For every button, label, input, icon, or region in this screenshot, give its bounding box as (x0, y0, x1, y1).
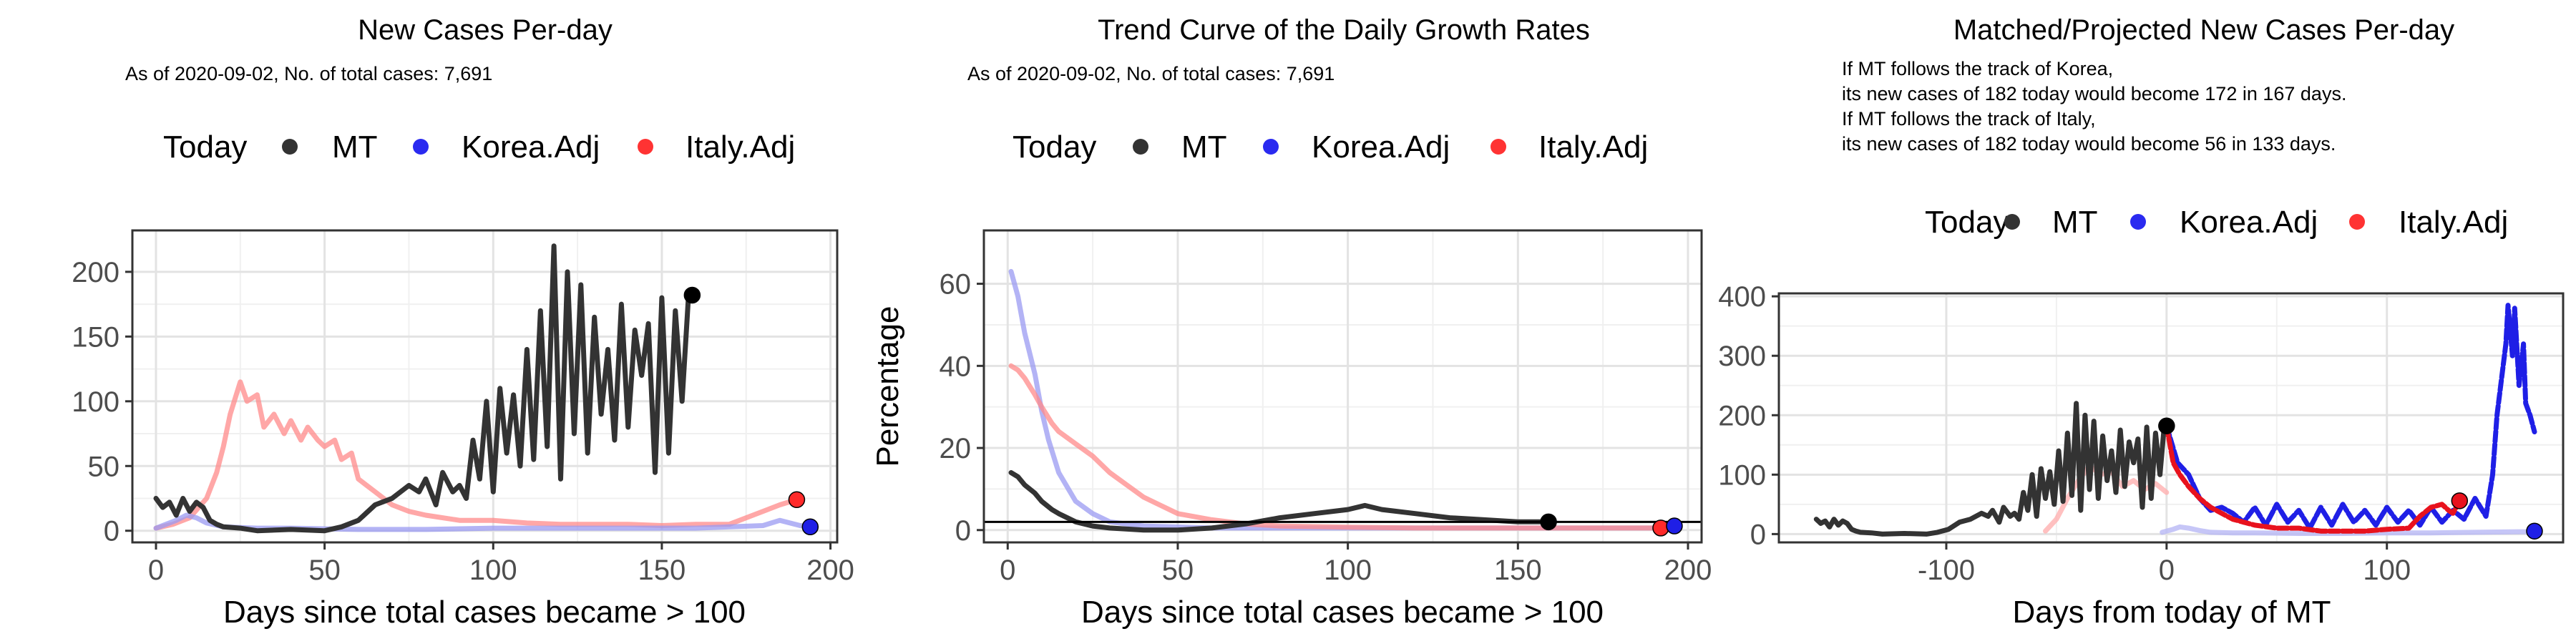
x-tick-label: 0 (2159, 555, 2175, 586)
legend-key-italy-adj (2349, 214, 2365, 230)
today-point-italy-adj (788, 491, 806, 509)
legend-key-italy-adj (638, 139, 653, 155)
chart-subtitle-line: If MT follows the track of Italy, (1842, 108, 2096, 130)
chart-panel-1: New Cases Per-day As of 2020-09-02, No. o… (72, 14, 854, 630)
y-tick-label: 100 (72, 386, 119, 418)
y-tick-label: 400 (1718, 281, 1766, 313)
chart-subtitle-line: its new cases of 182 today would become … (1842, 83, 2346, 104)
legend-key-korea-adj (2130, 214, 2146, 230)
x-axis-label: Days since total cases became > 100 (1081, 595, 1604, 630)
x-tick-label: 200 (1664, 555, 1712, 586)
y-tick-label: 40 (940, 351, 972, 382)
x-tick-label: 100 (2363, 555, 2411, 586)
series-line-mt (1813, 401, 2170, 537)
y-tick-label: 50 (88, 451, 120, 482)
series-line-korea-adj (2164, 303, 2537, 531)
today-point-korea-adj (801, 518, 819, 536)
gridlines (1779, 293, 2563, 542)
panel-border (982, 229, 1703, 544)
y-tick-label: 200 (1718, 400, 1766, 431)
x-tick-label: 50 (1162, 555, 1194, 586)
legend-label: Italy.Adj (1538, 130, 1648, 165)
legend-label: MT (1181, 130, 1227, 165)
chart-panel-3: Matched/Projected New Cases Per-day If MT… (1718, 14, 2565, 630)
y-tick-label: 0 (1750, 519, 1766, 550)
x-tick-label: 0 (148, 555, 164, 586)
panel-border (131, 229, 839, 544)
legend-key-mt (282, 139, 298, 155)
x-tick-label: 100 (469, 555, 517, 586)
series-line-italy-adj (153, 379, 799, 531)
x-tick-label: 200 (806, 555, 854, 586)
legend-title: Today (163, 130, 247, 165)
x-tick-label: 100 (1324, 555, 1372, 586)
chart-title: Matched/Projected New Cases Per-day (1953, 14, 2454, 46)
series-line-italy-adj (2164, 423, 2462, 534)
x-axis-label: Days since total cases became > 100 (223, 595, 746, 630)
legend-key-italy-adj (1491, 139, 1506, 155)
legend-title: Today (1925, 205, 2009, 240)
legend: Today MT Korea.Adj Italy.Adj (1925, 205, 2508, 240)
series-lines (153, 243, 813, 534)
chart-title: Trend Curve of the Daily Growth Rates (1098, 14, 1590, 46)
legend-label: Korea.Adj (2180, 205, 2318, 240)
series-line-mt (1008, 470, 1551, 533)
panel-border (1777, 292, 2565, 544)
series-lines (1813, 303, 2537, 537)
x-tick-label: -100 (1918, 555, 1975, 586)
chart-subtitle-line: As of 2020-09-02, No. of total cases: 7,… (967, 63, 1335, 84)
x-tick-label: 150 (1494, 555, 1542, 586)
y-tick-label: 0 (955, 515, 971, 547)
legend-key-korea-adj (413, 139, 429, 155)
series-line-italy-adj (1008, 363, 1664, 531)
y-tick-label: 100 (1718, 459, 1766, 491)
today-point-mt (1540, 513, 1557, 531)
x-axis-label: Days from today of MT (2012, 595, 2331, 630)
series-line-korea-adj-past-faded (2160, 524, 2533, 536)
legend-key-korea-adj (1263, 139, 1279, 155)
x-tick-label: 150 (638, 555, 686, 586)
legend: Today MT Korea.Adj Italy.Adj (1013, 130, 1648, 165)
chart-panel-2: Trend Curve of the Daily Growth Rates As … (870, 14, 1712, 630)
series-line-korea-adj (153, 512, 813, 532)
legend-label: Italy.Adj (2399, 205, 2508, 240)
y-tick-label: 20 (940, 433, 972, 464)
x-tick-label: 50 (308, 555, 341, 586)
legend-label: Korea.Adj (462, 130, 600, 165)
chart-title: New Cases Per-day (358, 14, 613, 46)
today-point-italy-adj (2451, 492, 2469, 509)
legend: Today MT Korea.Adj Italy.Adj (163, 130, 795, 165)
today-point-korea-adj (1666, 517, 1683, 535)
today-point-mt (683, 286, 701, 304)
legend-label: Italy.Adj (686, 130, 795, 165)
today-point-mt (2158, 417, 2175, 434)
legend-key-mt (2004, 214, 2020, 230)
chart-subtitle-line: As of 2020-09-02, No. of total cases: 7,… (125, 63, 492, 84)
chart-subtitle-line: If MT follows the track of Korea, (1842, 58, 2113, 79)
gridlines (984, 230, 1702, 542)
y-tick-label: 150 (72, 321, 119, 353)
legend-label: MT (2052, 205, 2098, 240)
legend-key-mt (1133, 139, 1148, 155)
x-tick-label: 0 (1000, 555, 1015, 586)
today-point-korea-adj (2526, 522, 2543, 540)
chart-subtitle-line: its new cases of 182 today would become … (1842, 133, 2336, 155)
y-tick-label: 0 (104, 516, 119, 547)
y-tick-label: 300 (1718, 341, 1766, 372)
y-tick-label: 200 (72, 257, 119, 288)
y-tick-label: 60 (940, 269, 972, 301)
legend-title: Today (1013, 130, 1096, 165)
series-line-mt (153, 243, 695, 534)
legend-label: Korea.Adj (1312, 130, 1450, 165)
legend-label: MT (332, 130, 378, 165)
series-lines (1008, 268, 1674, 533)
y-axis-label: Percentage (870, 306, 905, 467)
